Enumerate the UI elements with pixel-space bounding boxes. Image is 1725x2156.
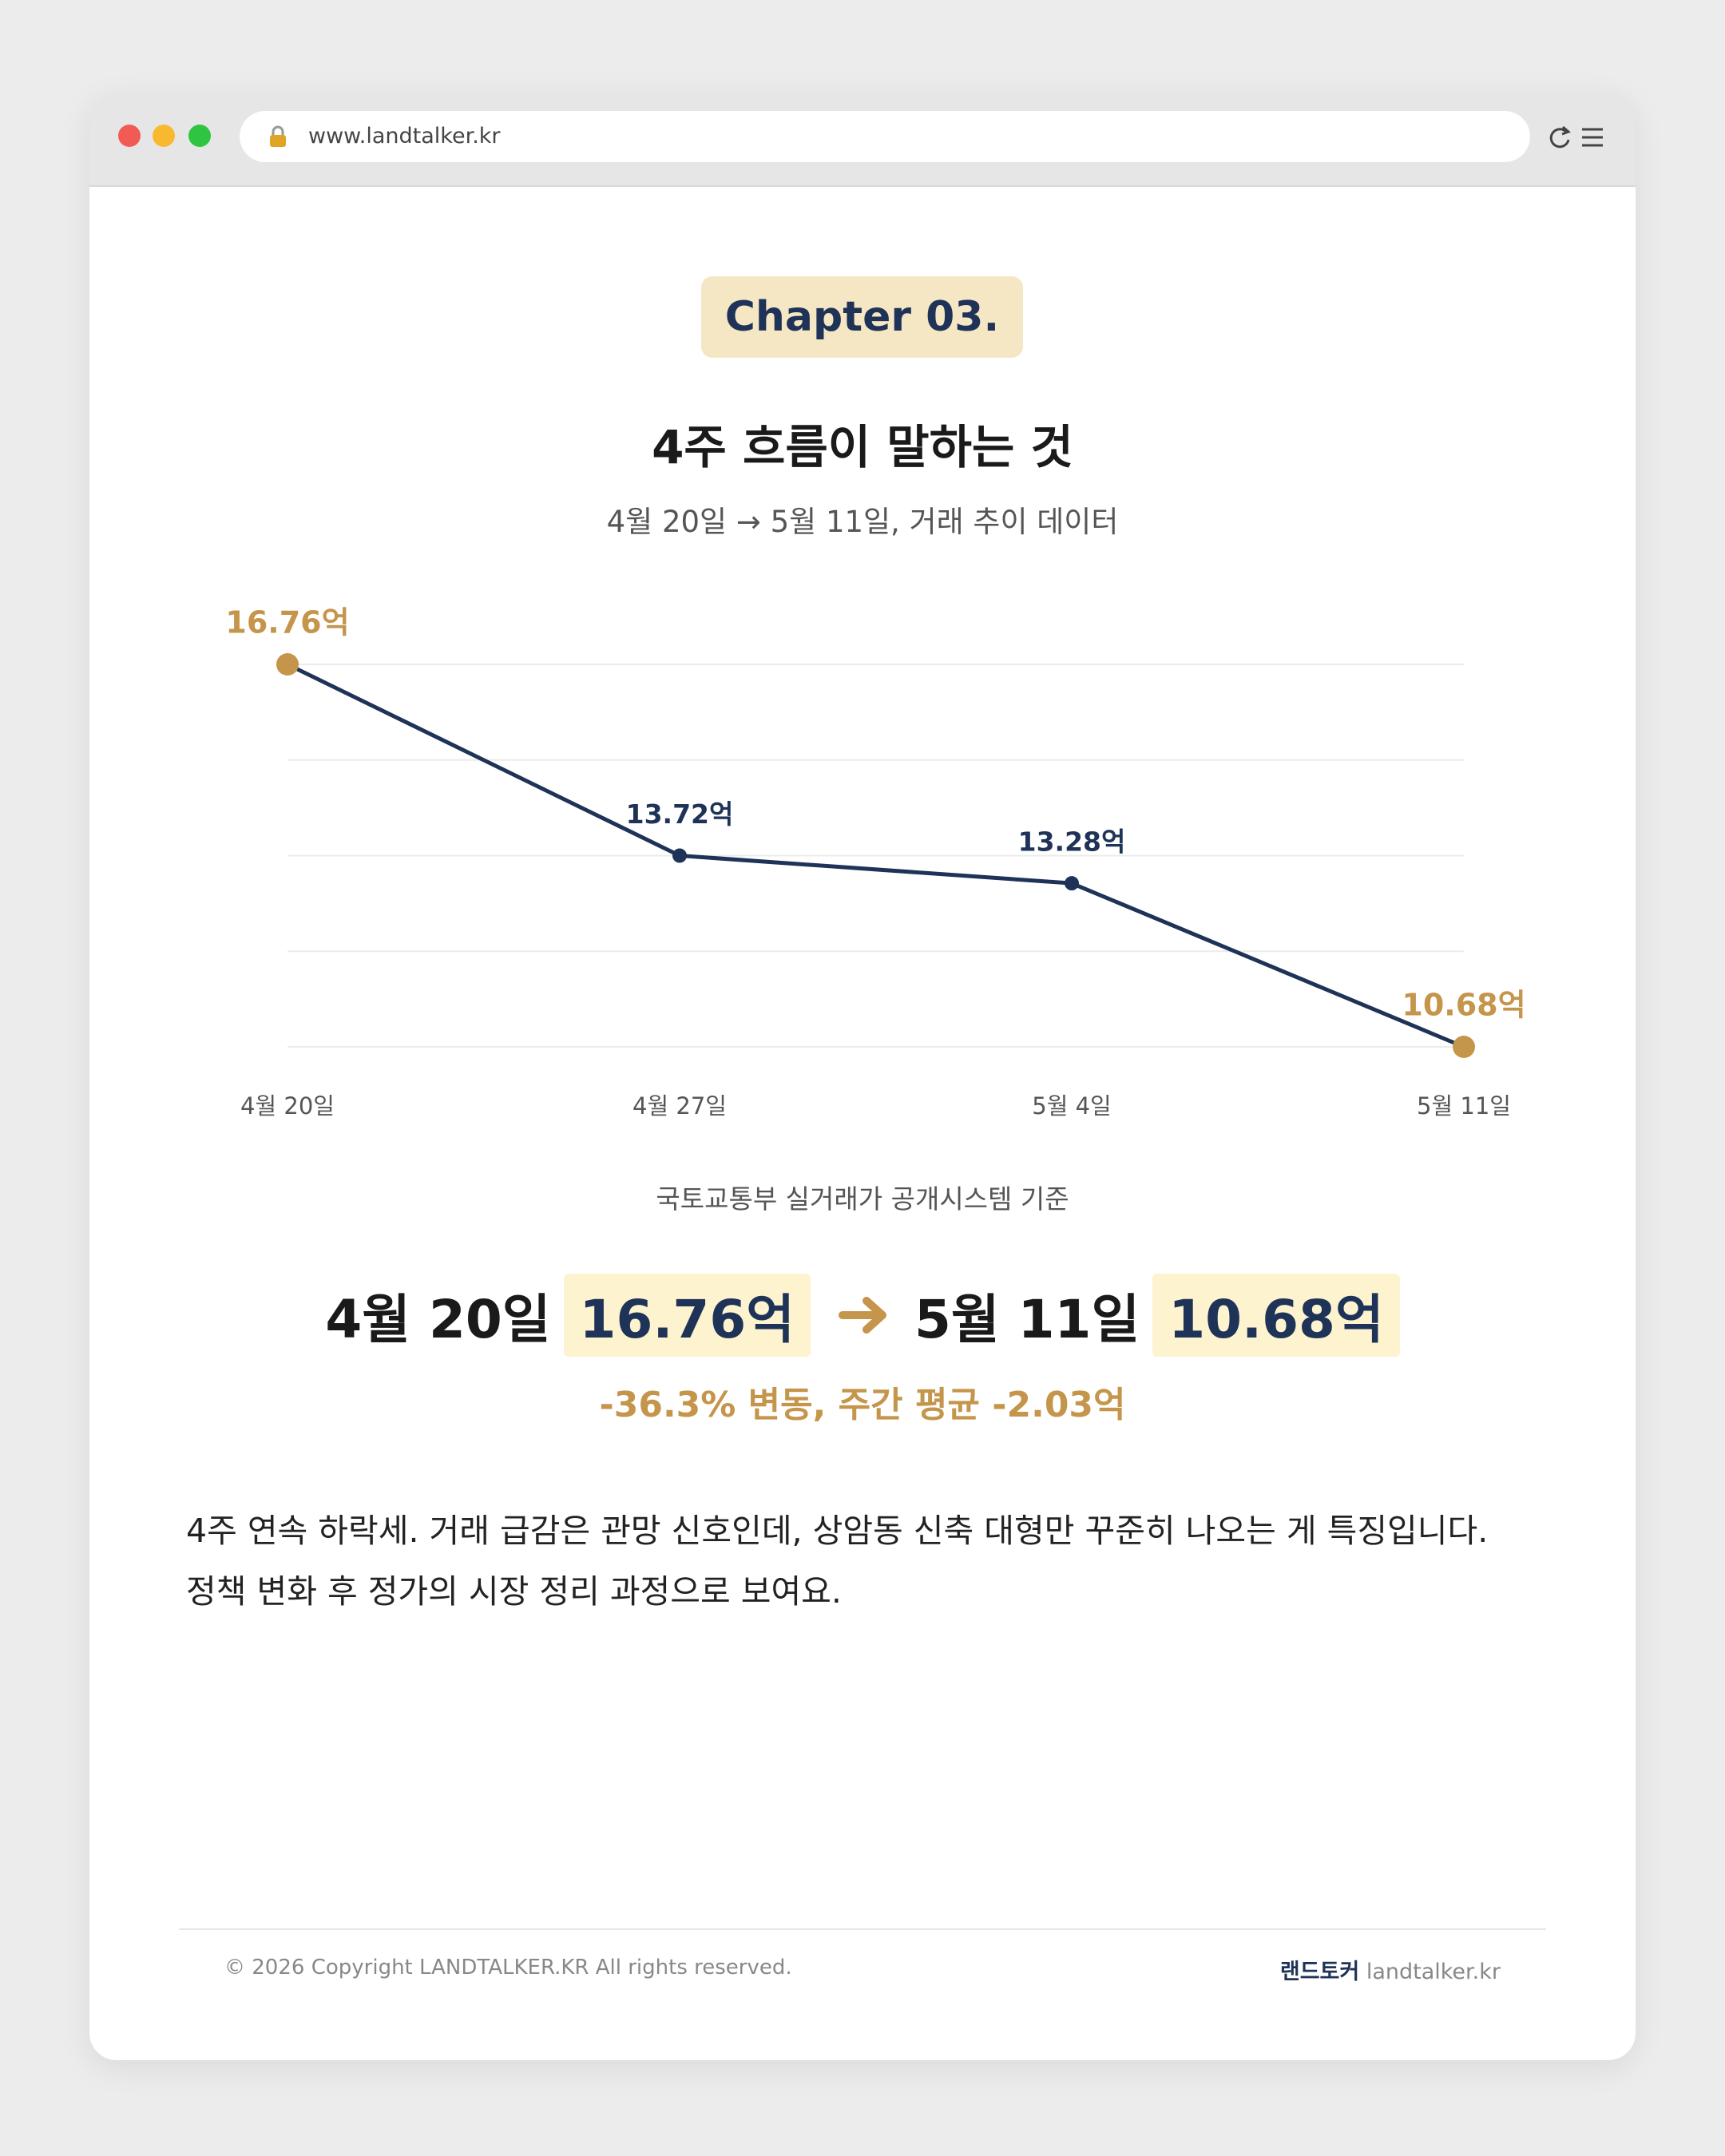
url-text: www.landtalker.kr <box>308 124 501 149</box>
close-button[interactable] <box>118 125 141 147</box>
chart-source: 국토교통부 실거래가 공개시스템 기준 <box>656 1183 1069 1215</box>
x-tick-label: 5월 4일 <box>1032 1092 1111 1120</box>
browser-toolbar: www.landtalker.kr <box>89 92 1636 187</box>
browser-window: www.landtalker.kr Chapter 03. 4주 흐름이 말하는… <box>89 92 1636 2060</box>
data-point <box>276 653 299 676</box>
minimize-button[interactable] <box>153 125 175 147</box>
to-value: 10.68억 <box>1152 1274 1400 1357</box>
reload-icon[interactable] <box>1549 128 1570 149</box>
line-chart: 4월 20일 4월 27일 5월 4일 5월 11일 16.76억 13.72억 13.28… <box>225 605 1525 1120</box>
value-label: 13.72억 <box>626 799 734 830</box>
footer-divider <box>179 1928 1546 1930</box>
chapter-badge: Chapter 03. <box>701 276 1023 358</box>
data-point <box>1065 876 1079 891</box>
menu-icon[interactable] <box>1582 128 1603 147</box>
value-label: 10.68억 <box>1402 988 1525 1023</box>
title: 4주 흐름이 말하는 것 <box>652 420 1073 474</box>
from-date: 4월 20일 <box>325 1289 551 1350</box>
maximize-button[interactable] <box>188 125 211 147</box>
x-tick-label: 4월 27일 <box>632 1092 727 1120</box>
data-point <box>672 848 687 863</box>
brand-site[interactable]: landtalker.kr <box>1366 1960 1501 1984</box>
toolbar-icons <box>1549 125 1603 149</box>
data-point <box>1453 1036 1475 1058</box>
value-label: 16.76억 <box>225 605 349 640</box>
lock-icon <box>270 125 286 147</box>
subtitle: 4월 20일 → 5월 11일, 거래 추이 데이터 <box>606 505 1119 539</box>
copyright: © 2026 Copyright LANDTALKER.KR All right… <box>224 1956 792 1980</box>
x-tick-label: 5월 11일 <box>1417 1092 1511 1120</box>
body-text: 4주 연속 하락세. 거래 급감은 관망 신호인데, 상암동 신축 대형만 꾸준… <box>186 1512 1489 1550</box>
address-bar[interactable]: www.landtalker.kr <box>240 111 1530 162</box>
from-value: 16.76억 <box>563 1274 811 1357</box>
to-date: 5월 11일 <box>914 1289 1140 1350</box>
brand-name: 랜드토커 <box>1279 1960 1360 1984</box>
arrow-icon <box>839 1297 886 1334</box>
value-label: 13.28억 <box>1018 826 1126 858</box>
change-text: -36.3% 변동, 주간 평균 -2.03억 <box>599 1385 1126 1425</box>
footer-brand: 랜드토커 landtalker.kr <box>1280 1954 1501 1985</box>
data-line <box>286 662 1465 1049</box>
x-tick-label: 4월 20일 <box>240 1092 335 1120</box>
summary: 4월 20일 16.76억 5월 11일 10.68억 <box>89 1274 1636 1357</box>
body-text: 정책 변화 후 정가의 시장 정리 과정으로 보여요. <box>186 1572 842 1611</box>
